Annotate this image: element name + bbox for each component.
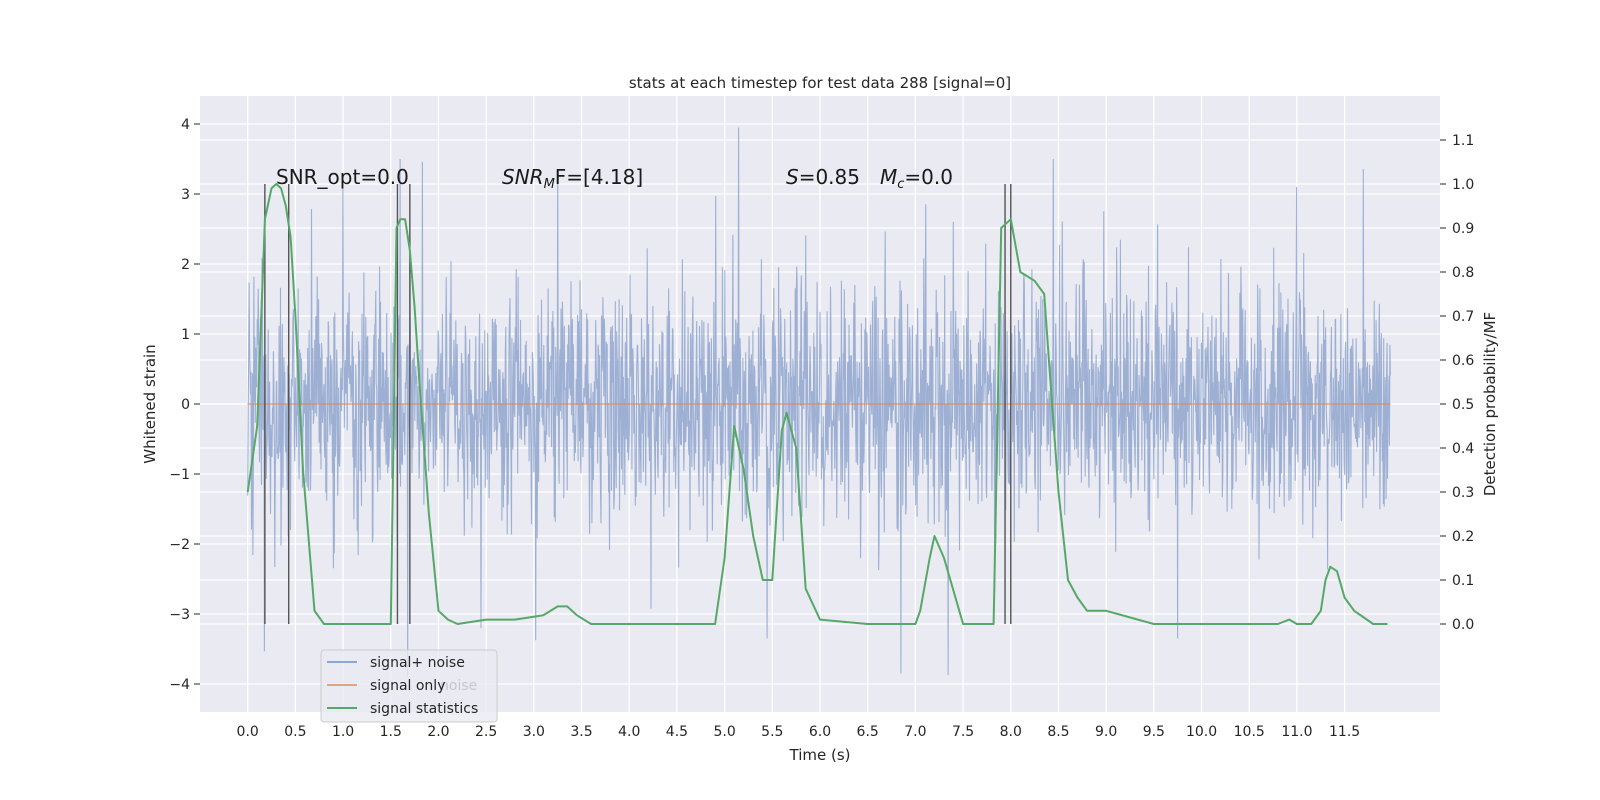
y-left-tick-label: 0 [181, 397, 190, 413]
y-right-tick-label: 0.0 [1452, 617, 1474, 633]
legend-label-signal-only: signal only [370, 678, 445, 694]
annotation-snr-mf: SNRMF=[4.18] [502, 165, 643, 192]
annotation-mc-sub: c [897, 177, 904, 192]
y-right-tick-label: 1.0 [1452, 177, 1474, 193]
y-right-axis-label: Detection probability/MF [1481, 312, 1499, 496]
y-left-tick-label: −4 [169, 677, 190, 693]
signal-noise-line [247, 127, 1391, 678]
x-tick-label: 3.0 [523, 724, 545, 740]
x-tick-label: 9.5 [1143, 724, 1165, 740]
x-tick-label: 5.5 [761, 724, 783, 740]
y-right-tick-label: 0.2 [1452, 529, 1474, 545]
y-right-tick-label: 0.6 [1452, 353, 1474, 369]
annotation-snr-mf-main: SNR [502, 165, 544, 189]
x-tick-label: 11.5 [1329, 724, 1360, 740]
x-tick-label: 3.5 [570, 724, 592, 740]
legend-underlay-text: noise [440, 678, 477, 694]
y-right-axis-ticks: 1.1 1.0 0.9 0.8 0.7 0.6 0.5 0.4 0.3 0.2 0.1 0.0 [1440, 133, 1474, 633]
x-axis-label: Time (s) [789, 746, 851, 764]
series-signal-noise [247, 127, 1391, 678]
y-left-tick-label: −2 [169, 537, 190, 553]
x-tick-label: 6.0 [809, 724, 831, 740]
y-left-tick-label: 2 [181, 257, 190, 273]
y-left-tick-label: 3 [181, 187, 190, 203]
y-left-axis-label: Whitened strain [141, 344, 159, 463]
y-left-tick-label: 4 [181, 117, 190, 133]
signal-statistics-line [246, 183, 1388, 625]
x-tick-label: 0.5 [284, 724, 306, 740]
x-tick-label: 8.5 [1047, 724, 1069, 740]
annotation-mc-rest: =0.0 [904, 165, 953, 189]
chart-title: stats at each timestep for test data 288… [629, 74, 1011, 92]
annotation-mc-value: Mc=0.0 [880, 165, 953, 192]
y-right-tick-label: 0.9 [1452, 221, 1474, 237]
annotation-snr-mf-rest: F=[4.18] [555, 165, 643, 189]
annotation-snr-opt: SNR_opt=0.0 [276, 165, 409, 189]
legend-box [320, 649, 498, 723]
x-tick-label: 10.0 [1186, 724, 1217, 740]
x-tick-label: 0.0 [237, 724, 259, 740]
annotation-s-rest: =0.85 [799, 165, 860, 189]
x-tick-label: 7.5 [952, 724, 974, 740]
y-left-tick-label: 1 [181, 327, 190, 343]
series-signal-statistics [246, 183, 1388, 625]
y-right-tick-label: 0.3 [1452, 485, 1474, 501]
x-tick-label: 1.0 [332, 724, 354, 740]
y-right-tick-label: 0.8 [1452, 265, 1474, 281]
legend-label-signal-statistics: signal statistics [370, 701, 478, 717]
x-tick-label: 2.0 [427, 724, 449, 740]
x-tick-label: 4.0 [618, 724, 640, 740]
x-tick-label: 5.0 [713, 724, 735, 740]
y-left-tick-label: −1 [169, 467, 190, 483]
x-tick-label: 4.5 [666, 724, 688, 740]
x-tick-label: 9.0 [1095, 724, 1117, 740]
x-tick-label: 8.0 [1000, 724, 1022, 740]
x-tick-label: 2.5 [475, 724, 497, 740]
annotation-s-main: S [786, 165, 799, 189]
x-axis-ticks: 0.0 0.5 1.0 1.5 2.0 2.5 3.0 3.5 4.0 4.5 5.0 5.5 6.0 6… [237, 724, 1361, 740]
x-tick-label: 7.0 [904, 724, 926, 740]
y-left-tick-label: −3 [169, 607, 190, 623]
x-tick-label: 10.5 [1234, 724, 1265, 740]
x-tick-label: 11.0 [1281, 724, 1312, 740]
x-tick-label: 1.5 [380, 724, 402, 740]
y-right-tick-label: 0.1 [1452, 573, 1474, 589]
legend: noise signal+ noise signal only signal s… [320, 649, 498, 723]
annotation-mc-main: M [880, 165, 897, 189]
y-right-tick-label: 1.1 [1452, 133, 1474, 149]
y-right-tick-label: 0.7 [1452, 309, 1474, 325]
annotation-snr-mf-sub: M [544, 177, 555, 192]
y-right-tick-label: 0.5 [1452, 397, 1474, 413]
annotation-s-value: S=0.85 [786, 165, 860, 189]
y-left-axis-ticks: 4 3 2 1 0 −1 −2 −3 −4 [169, 117, 200, 693]
y-right-tick-label: 0.4 [1452, 441, 1474, 457]
x-tick-label: 6.5 [857, 724, 879, 740]
legend-label-signal-noise: signal+ noise [370, 655, 465, 671]
